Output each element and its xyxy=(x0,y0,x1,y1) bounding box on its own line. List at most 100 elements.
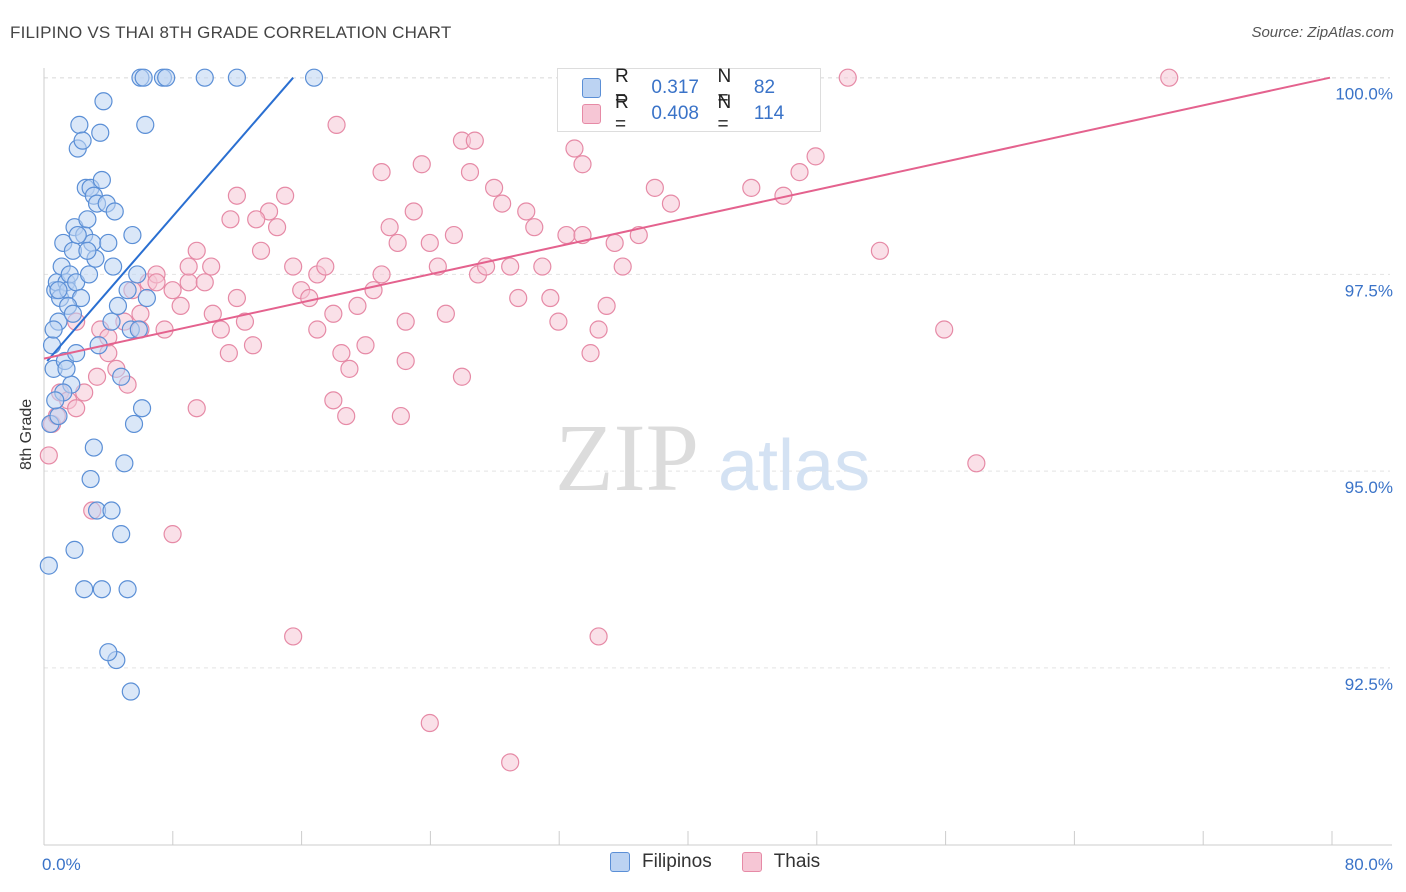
thai-point xyxy=(967,454,986,473)
thai-point xyxy=(219,344,238,363)
thai-point xyxy=(661,194,681,213)
thai-point xyxy=(1160,68,1179,87)
thai-point xyxy=(645,178,664,197)
thai-point xyxy=(227,288,246,308)
thai-point xyxy=(444,225,464,245)
thai-point xyxy=(404,202,423,221)
thai-point xyxy=(501,257,520,276)
n-label: N = xyxy=(717,66,732,109)
filipino-point xyxy=(92,170,111,190)
thai-point xyxy=(742,178,761,197)
thai-point xyxy=(163,281,182,300)
legend-item-filipinos[interactable]: Filipinos xyxy=(610,851,712,873)
thai-point xyxy=(501,753,520,772)
thai-point xyxy=(171,296,190,316)
thai-point xyxy=(870,241,890,260)
thai-point xyxy=(412,155,431,174)
thai-point xyxy=(284,627,303,646)
filipinos-swatch xyxy=(582,78,601,98)
filipino-point xyxy=(124,414,144,434)
thai-point xyxy=(67,399,86,418)
filipino-point xyxy=(102,312,121,331)
thai-point xyxy=(155,320,174,339)
filipino-point xyxy=(112,525,131,544)
n-label: N = xyxy=(717,92,732,135)
filipino-point xyxy=(132,399,152,418)
filipino-point xyxy=(46,391,65,410)
filipino-point xyxy=(123,225,142,245)
thai-point xyxy=(300,288,319,308)
thai-point xyxy=(348,296,367,316)
thai-point xyxy=(316,257,335,276)
y-tick-label: 92.5% xyxy=(1345,675,1393,694)
filipino-point xyxy=(73,131,92,150)
filipino-point xyxy=(84,438,103,457)
thai-point xyxy=(195,273,214,292)
filipino-point xyxy=(79,265,99,284)
thai-point xyxy=(790,163,809,182)
thai-point xyxy=(337,406,356,426)
y-axis-label: 8th Grade xyxy=(18,398,35,470)
thais-n-value: 114 xyxy=(753,103,785,124)
filipino-point xyxy=(118,580,137,599)
thais-legend-label: Thais xyxy=(773,851,821,872)
legend-row-thais: R = 0.408 N = 114 xyxy=(582,92,820,135)
thai-point xyxy=(589,627,608,646)
thai-point xyxy=(541,288,560,308)
filipino-point xyxy=(57,359,76,378)
chart-title: FILIPINO VS THAI 8TH GRADE CORRELATION C… xyxy=(10,23,452,42)
y-tick-label: 97.5% xyxy=(1345,281,1393,300)
x-tick-label: 80.0% xyxy=(1345,855,1393,874)
legend-row-filipinos: R = 0.317 N = 82 xyxy=(582,66,820,109)
thai-point xyxy=(372,265,391,284)
thai-point xyxy=(276,186,295,205)
filipino-point xyxy=(39,556,58,575)
thai-point xyxy=(517,202,536,221)
filipino-point xyxy=(99,233,118,253)
thai-point xyxy=(396,312,415,331)
filipino-point xyxy=(108,296,128,316)
filipino-point xyxy=(94,92,113,111)
filipino-point xyxy=(81,469,100,489)
thai-point xyxy=(806,147,825,166)
thai-point xyxy=(629,225,648,245)
filipino-point xyxy=(157,68,176,87)
thai-point xyxy=(251,241,271,260)
thai-point xyxy=(227,186,246,205)
thai-point xyxy=(460,163,480,182)
thais-legend-swatch xyxy=(741,852,762,872)
source-label: Source: ZipAtlas.com xyxy=(1251,24,1394,41)
legend-item-thais[interactable]: Thais xyxy=(741,851,821,873)
thai-point xyxy=(356,336,375,355)
filipinos-trend-line xyxy=(46,77,294,362)
filipinos-legend-swatch xyxy=(610,852,630,872)
thai-point xyxy=(179,273,198,292)
filipino-point xyxy=(195,68,214,87)
thai-point xyxy=(388,233,407,253)
thai-point xyxy=(202,257,221,276)
thai-point xyxy=(935,320,954,339)
thai-point xyxy=(589,320,608,339)
filipino-point xyxy=(78,210,97,229)
filipino-point xyxy=(134,68,153,87)
thai-point xyxy=(465,131,484,150)
thai-point xyxy=(597,296,616,316)
filipinos-n-value: 82 xyxy=(753,77,776,98)
filipino-point xyxy=(136,115,155,134)
filipino-point xyxy=(92,580,111,599)
tick-labels: 92.5% 95.0% 97.5% 100.0% 0.0% 80.0% xyxy=(42,85,1393,874)
thai-point xyxy=(332,344,351,363)
filipino-point xyxy=(91,123,110,142)
filipino-point xyxy=(121,682,140,701)
thai-point xyxy=(380,218,399,237)
thai-point xyxy=(243,336,263,355)
thais-r-value: 0.408 xyxy=(651,103,699,124)
filipino-point xyxy=(99,643,118,662)
thai-point xyxy=(509,288,528,308)
thai-point xyxy=(838,68,857,87)
thai-point xyxy=(324,304,343,323)
thai-point xyxy=(420,233,439,253)
x-tick-label: 0.0% xyxy=(42,855,81,874)
thai-point xyxy=(340,359,359,378)
thai-point xyxy=(179,257,198,276)
